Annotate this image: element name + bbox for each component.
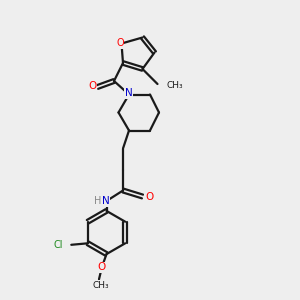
- Text: H: H: [94, 196, 102, 206]
- Text: N: N: [124, 88, 132, 98]
- Text: O: O: [88, 80, 96, 91]
- Text: CH₃: CH₃: [92, 281, 109, 290]
- Text: O: O: [145, 191, 153, 202]
- Text: CH₃: CH₃: [167, 81, 183, 90]
- Text: O: O: [116, 38, 124, 49]
- Text: Cl: Cl: [53, 240, 63, 250]
- Text: O: O: [97, 262, 106, 272]
- Text: N: N: [102, 196, 110, 206]
